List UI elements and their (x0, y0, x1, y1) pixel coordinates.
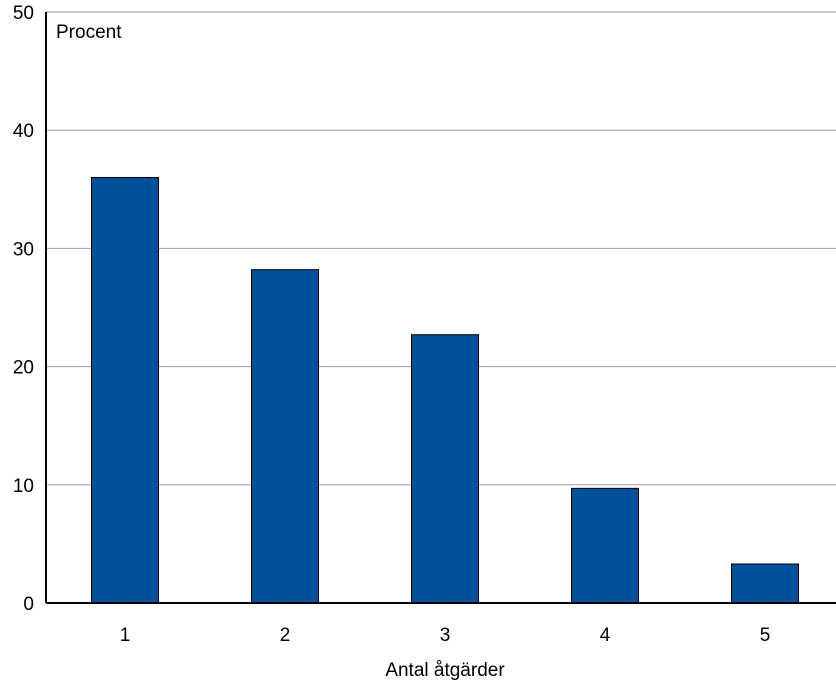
bar-3 (411, 334, 479, 604)
y-tick-label: 50 (13, 3, 34, 24)
x-tick-label: 4 (600, 625, 611, 646)
x-tick-label: 1 (120, 625, 131, 646)
y-tick-label: 40 (13, 121, 34, 142)
y-tick-label: 0 (23, 594, 34, 615)
y-tick-label: 10 (13, 476, 34, 497)
x-tick-label: 3 (440, 625, 451, 646)
x-tick-labels: 1 2 3 4 5 (120, 625, 771, 646)
axes (45, 12, 836, 604)
y-tick-label: 30 (13, 239, 34, 260)
y-axis-title: Procent (56, 22, 122, 43)
x-axis-title: Antal åtgärder (385, 660, 505, 681)
y-tick-label: 20 (13, 358, 34, 379)
bar-5 (731, 563, 799, 604)
x-tick-label: 2 (280, 625, 291, 646)
x-tick-label: 5 (760, 625, 771, 646)
gridlines (46, 11, 836, 486)
y-tick-labels: 0 10 20 30 40 50 (13, 3, 34, 615)
bar-4 (571, 487, 639, 604)
bar-1 (91, 176, 159, 604)
bar-2 (251, 269, 319, 604)
bars (91, 176, 799, 604)
